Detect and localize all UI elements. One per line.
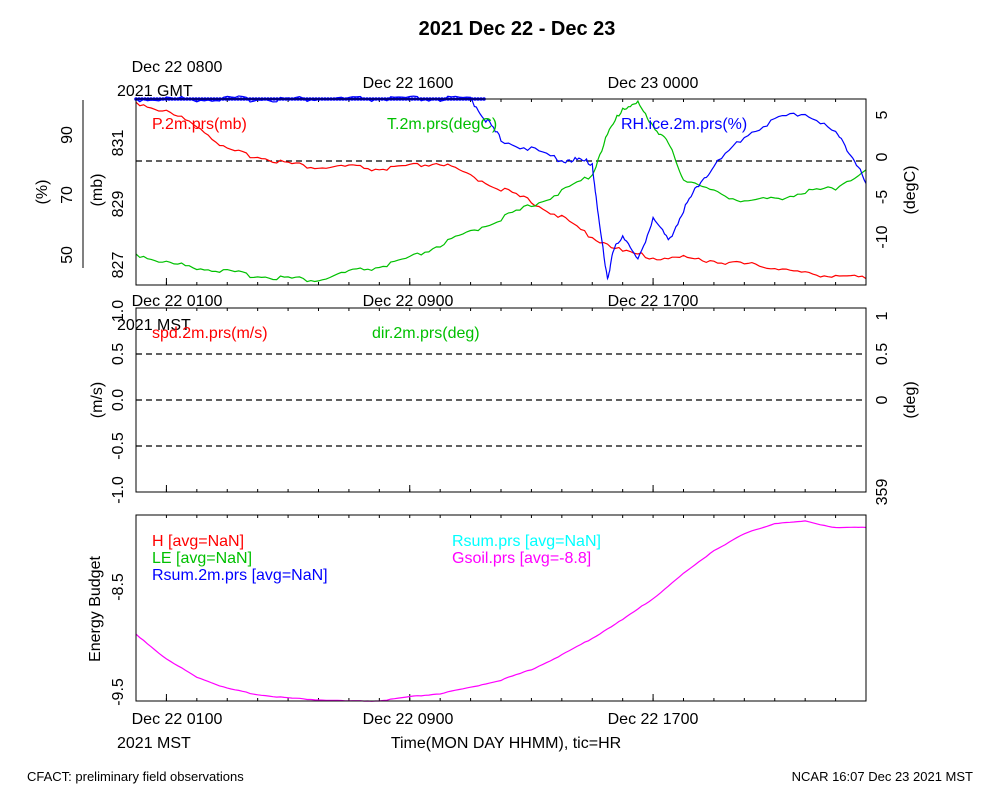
temp-tick-0: 0: [874, 152, 891, 161]
speed-tick-m05: -0.5: [110, 432, 127, 460]
met-pressure-axis: 827 829 831 (mb): [89, 130, 127, 279]
met-frame: [135, 98, 867, 286]
temp-tick-m10: -10: [874, 225, 891, 248]
dir-tick-05: 0.5: [874, 343, 891, 365]
panel-energy: -9.5 -8.5 Energy Budget H [avg=NaN] LE […: [87, 514, 867, 752]
speed-tick-m1: -1.0: [110, 476, 127, 504]
pressure-tick-829: 829: [110, 191, 127, 218]
speed-tick-05: 0.5: [110, 343, 127, 365]
speed-tick-0: 0.0: [110, 389, 127, 411]
wind-speed-axis: -1.0 -0.5 0.0 0.5 1.0 (m/s): [89, 300, 127, 504]
wind-time-label-1: Dec 22 0100: [132, 293, 223, 310]
legend-rsum2m: Rsum.2m.prs [avg=NaN]: [152, 567, 328, 584]
footer-right: NCAR 16:07 Dec 23 2021 MST: [792, 769, 973, 784]
panel-wind: Dec 22 0100 Dec 22 0900 Dec 22 1700 2021…: [89, 293, 919, 505]
pressure-axis-label: (mb): [89, 174, 106, 207]
pressure-tick-831: 831: [110, 130, 127, 157]
wind-frame: [135, 307, 867, 493]
speed-axis-label: (m/s): [89, 382, 106, 418]
dir-axis-label: (deg): [902, 381, 919, 418]
top-time-sublabel: 2021 GMT: [117, 83, 193, 100]
met-rh-axis: 50 70 90 (%): [34, 100, 84, 268]
dir-tick-1: 1: [874, 311, 891, 320]
legend-gsoil: Gsoil.prs [avg=-8.8]: [452, 550, 591, 567]
top-time-label-3: Dec 23 0000: [608, 75, 699, 92]
pressure-line: [135, 101, 867, 280]
panel-met: Dec 22 0800 2021 GMT Dec 22 1600 Dec 23 …: [34, 59, 919, 286]
rh-tick-50: 50: [59, 246, 76, 264]
gsoil-line: [135, 520, 867, 702]
legend-direction: dir.2m.prs(deg): [372, 325, 480, 342]
dir-tick-359: 359: [874, 479, 891, 506]
wind-direction-axis: 359 0 0.5 1 (deg): [874, 311, 919, 505]
dir-tick-0: 0: [874, 395, 891, 404]
legend-le: LE [avg=NaN]: [152, 550, 252, 567]
rh-tick-70: 70: [59, 186, 76, 204]
temp-tick-m5: -5: [874, 190, 891, 204]
temp-axis-label: (degC): [902, 166, 919, 215]
temp-tick-5: 5: [874, 110, 891, 119]
legend-h: H [avg=NaN]: [152, 533, 244, 550]
pressure-tick-827: 827: [110, 252, 127, 279]
energy-axis-label: Energy Budget: [87, 556, 104, 662]
energy-time-label-2: Dec 22 0900: [363, 711, 454, 728]
wind-time-label-3: Dec 22 1700: [608, 293, 699, 310]
footer-left: CFACT: preliminary field observations: [27, 769, 244, 784]
energy-time-label-3: Dec 22 1700: [608, 711, 699, 728]
legend-speed: spd.2m.prs(m/s): [152, 325, 268, 342]
met-plot-area: [134, 95, 867, 285]
top-time-label-1: Dec 22 0800: [132, 59, 223, 76]
energy-frame: [135, 514, 867, 702]
legend-pressure: P.2m.prs(mb): [152, 116, 247, 133]
energy-time-label-1: Dec 22 0100: [132, 711, 223, 728]
rh-axis-label: (%): [34, 180, 51, 205]
legend-rsum: Rsum.prs [avg=NaN]: [452, 533, 601, 550]
legend-rh: RH.ice.2m.prs(%): [621, 116, 747, 133]
energy-tick-m85: -8.5: [110, 573, 127, 601]
speed-tick-1: 1.0: [110, 300, 127, 322]
wind-time-label-2: Dec 22 0900: [363, 293, 454, 310]
top-time-label-2: Dec 22 1600: [363, 75, 454, 92]
energy-tick-m95: -9.5: [110, 678, 127, 706]
energy-xlabel: Time(MON DAY HHMM), tic=HR: [391, 735, 621, 752]
rh-tick-90: 90: [59, 126, 76, 144]
met-temperature-axis: -10 -5 0 5 (degC): [874, 110, 919, 248]
legend-temperature: T.2m.prs(degC): [387, 116, 497, 133]
chart-title: 2021 Dec 22 - Dec 23: [419, 18, 616, 40]
temperature-line: [135, 99, 867, 283]
energy-time-sublabel: 2021 MST: [117, 735, 191, 752]
